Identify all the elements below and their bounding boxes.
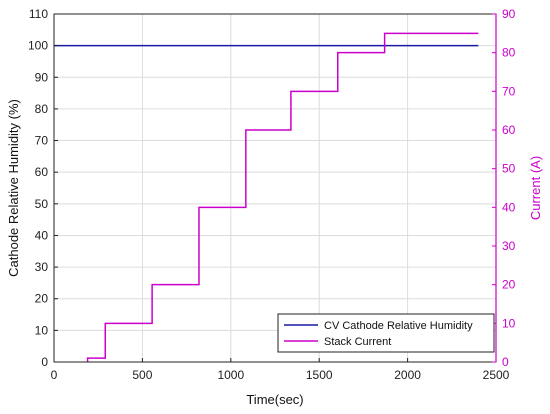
y-left-tick-label: 20 <box>35 292 49 306</box>
x-axis: 0 500 1000 1500 2000 2500 <box>51 358 510 382</box>
y-axis-right-title: Current (A) <box>528 156 543 220</box>
y-left-tick-label: 90 <box>35 70 49 84</box>
y-right-tick-label: 20 <box>502 278 516 292</box>
y-left-tick-label: 110 <box>29 7 48 21</box>
y-left-tick-label: 0 <box>41 355 48 369</box>
y-right-tick-label: 30 <box>502 239 516 253</box>
y-axis-left-title: Cathode Relative Humidity (%) <box>6 99 21 277</box>
y-axis-left: 0 10 20 30 40 50 60 70 80 90 100 110 <box>28 7 58 369</box>
legend-box <box>277 313 495 353</box>
y-left-tick-label: 100 <box>28 39 48 53</box>
x-tick-label: 1500 <box>306 368 333 382</box>
x-tick-label: 1000 <box>217 368 244 382</box>
x-axis-title: Time(sec) <box>246 392 303 407</box>
x-tick-label: 2000 <box>394 368 421 382</box>
y-left-tick-label: 40 <box>35 228 49 242</box>
y-right-tick-label: 70 <box>502 84 516 98</box>
y-right-tick-label: 80 <box>502 46 516 60</box>
y-right-tick-label: 60 <box>502 123 516 137</box>
legend-label-current: Stack Current <box>324 336 391 348</box>
y-right-tick-label: 10 <box>502 316 516 330</box>
series-current-line <box>86 32 479 362</box>
series-layer <box>54 32 479 362</box>
x-tick-label: 0 <box>51 368 58 382</box>
x-tick-label: 2500 <box>483 368 510 382</box>
y-right-tick-label: 0 <box>502 355 509 369</box>
y-left-tick-label: 30 <box>35 260 49 274</box>
y-axis-right: 0 10 20 30 40 50 60 70 80 90 <box>492 7 516 369</box>
y-right-tick-label: 90 <box>502 7 516 21</box>
legend-label-humidity: CV Cathode Relative Humidity <box>324 320 473 332</box>
plot-area <box>54 14 496 362</box>
y-left-tick-label: 60 <box>35 165 49 179</box>
legend: CV Cathode Relative Humidity Stack Curre… <box>277 313 495 353</box>
y-left-tick-label: 80 <box>35 102 49 116</box>
y-right-tick-label: 50 <box>502 162 516 176</box>
y-left-tick-label: 50 <box>35 197 49 211</box>
y-left-tick-label: 70 <box>35 134 49 148</box>
y-right-tick-label: 40 <box>502 200 516 214</box>
y-left-tick-label: 10 <box>35 323 49 337</box>
x-tick-label: 500 <box>132 368 152 382</box>
